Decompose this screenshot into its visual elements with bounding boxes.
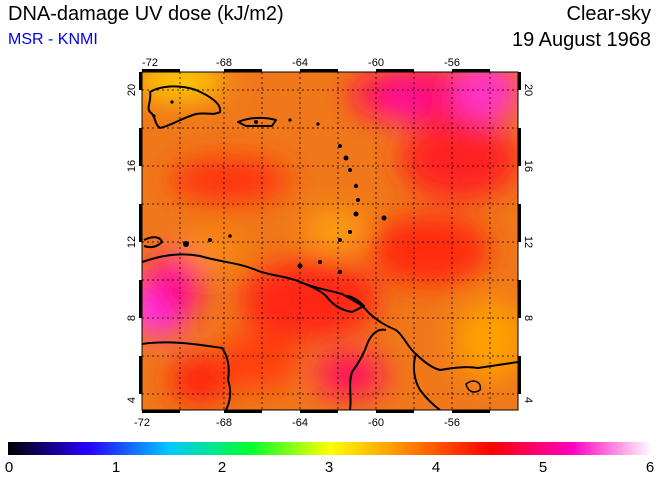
scale-label: 3 xyxy=(324,459,334,476)
coastlines xyxy=(142,85,518,410)
lon-label-top: -72 xyxy=(142,57,158,69)
lon-label-top: -64 xyxy=(292,57,308,69)
scale-label: 5 xyxy=(538,459,548,476)
scale-label: 2 xyxy=(217,459,227,476)
lon-label-bottom: -72 xyxy=(134,417,150,429)
color-scale-bar xyxy=(8,442,652,455)
lat-label-right: 8 xyxy=(522,315,534,321)
lon-label-top: -56 xyxy=(444,57,460,69)
lat-label-left: 8 xyxy=(126,315,138,321)
scale-label: 0 xyxy=(4,459,14,476)
lat-label-left: 12 xyxy=(126,236,138,248)
date-label: 19 August 1968 xyxy=(511,29,651,51)
uv-color-field xyxy=(142,72,518,410)
lat-label-right: 16 xyxy=(522,160,534,172)
islands xyxy=(152,100,387,275)
lat-label-right: 12 xyxy=(522,236,534,248)
lon-label-bottom: -68 xyxy=(216,417,232,429)
scale-label: 4 xyxy=(431,459,441,476)
lon-label-bottom: -60 xyxy=(368,417,384,429)
lat-label-right: 20 xyxy=(522,84,534,96)
lon-label-top: -60 xyxy=(368,57,384,69)
sky-condition-label: Clear-sky xyxy=(566,3,651,25)
graticule xyxy=(142,72,518,410)
lon-label-bottom: -56 xyxy=(444,417,460,429)
lat-label-left: 16 xyxy=(126,160,138,172)
source-label: MSR - KNMI xyxy=(8,31,98,48)
lat-label-left: 20 xyxy=(126,84,138,96)
map-title: DNA-damage UV dose (kJ/m2) xyxy=(8,3,284,25)
lon-label-top: -68 xyxy=(216,57,232,69)
scale-label: 6 xyxy=(645,459,655,476)
scale-label: 1 xyxy=(111,459,121,476)
frame-ticks xyxy=(139,69,521,413)
lon-label-bottom: -64 xyxy=(292,417,308,429)
lat-label-left: 4 xyxy=(126,397,138,403)
lat-label-right: 4 xyxy=(522,397,534,403)
